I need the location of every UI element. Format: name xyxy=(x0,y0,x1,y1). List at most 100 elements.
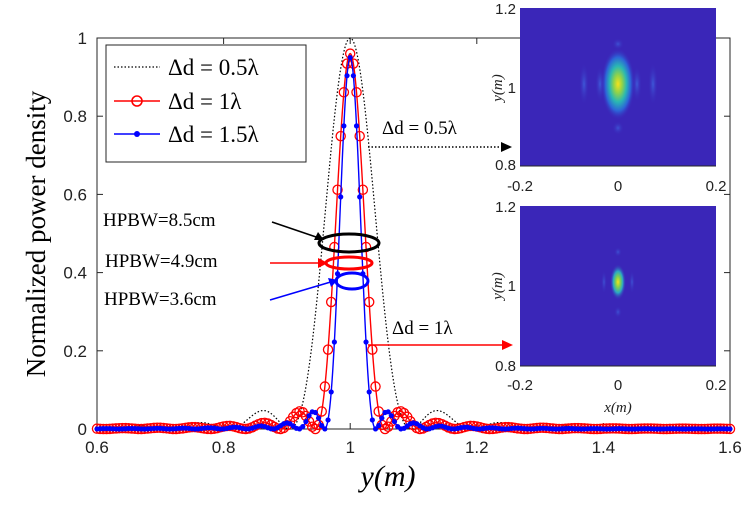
hpbw-arrow-2 xyxy=(269,280,335,301)
series-2-marker-66 xyxy=(303,418,309,425)
hpbw-arrow-0 xyxy=(271,221,323,240)
y-tick-label-4: 0.8 xyxy=(63,107,87,126)
x-tick-label-4: 1.4 xyxy=(592,438,616,457)
series-2-marker-72 xyxy=(322,426,328,432)
hpbw-label-0: HPBW=8.5cm xyxy=(103,210,216,231)
series-2-marker-90 xyxy=(379,415,385,421)
inset-top-sidelobe-left xyxy=(579,62,589,106)
inset-top-sidelobe-right xyxy=(648,62,658,106)
series-1-marker-73 xyxy=(322,344,334,355)
inset-bottom: y(m) 0.8 1 1.2 -0.2 0 0.2 x(m) xyxy=(490,199,726,416)
y-tick-label-5: 1 xyxy=(78,29,87,48)
y-tick-label-0: 0 xyxy=(78,420,87,439)
inset-bottom-main-spot xyxy=(610,264,626,300)
x-tick-label-2: 1 xyxy=(345,438,354,457)
inset-bottom-sidelobe-right xyxy=(629,270,635,294)
hpbw-ellipse-0 xyxy=(317,232,381,254)
inset-top-ytick-0: 0.8 xyxy=(495,157,516,174)
series-1-marker-68 xyxy=(306,421,318,433)
series-1-marker-77 xyxy=(335,130,346,142)
series-2-marker-67 xyxy=(306,413,312,419)
series-1-marker-88 xyxy=(370,381,381,392)
inset-bottom-xtick-0: -0.2 xyxy=(507,377,533,394)
series-1-marker-84 xyxy=(357,184,369,195)
hpbw-annotations: HPBW=8.5cm HPBW=4.9cm HPBW=3.6cm xyxy=(103,210,381,310)
inset-top-xtick-1: 0 xyxy=(614,178,622,195)
series-2-marker-69 xyxy=(312,409,318,416)
inset-bottom-xlabel: x(m) xyxy=(603,400,631,416)
series-2-marker-94 xyxy=(391,418,398,425)
series-2-marker-78 xyxy=(341,123,347,129)
x-tick-label-3: 1.2 xyxy=(465,438,489,457)
series-2-marker-75 xyxy=(331,339,337,345)
series-2-marker-74 xyxy=(328,389,334,395)
series-2-marker-77 xyxy=(338,194,344,200)
hpbw-label-1: HPBW=4.9cm xyxy=(105,251,218,272)
inset-pointers: Δd = 0.5λ Δd = 1λ xyxy=(368,118,513,350)
legend: Δd = 0.5λ Δd = 1λ Δd = 1.5λ xyxy=(105,44,307,163)
series-1-marker-92 xyxy=(382,421,394,433)
legend-label-0: Δd = 0.5λ xyxy=(168,55,260,80)
series-1-marker-78 xyxy=(338,87,350,98)
y-tick-label-2: 0.4 xyxy=(63,264,87,283)
hpbw-ellipse-1 xyxy=(324,255,374,271)
series-2-marker-80 xyxy=(347,54,353,61)
legend-marker-1 xyxy=(131,95,143,107)
y-axis-ticks: 0 0.2 0.4 0.6 0.8 1 xyxy=(63,29,730,439)
inset-top-sidelobe-up xyxy=(612,38,624,50)
inset-bottom-sidelobe-down xyxy=(614,306,622,318)
series-1-marker-76 xyxy=(332,184,343,195)
series-2-marker-93 xyxy=(388,413,394,419)
series-2-marker-79 xyxy=(344,73,350,79)
inset-pointer-arrowhead-1 xyxy=(502,340,513,350)
inset-top-ytick-1: 1 xyxy=(508,80,516,97)
hpbw-label-2: HPBW=3.6cm xyxy=(104,289,217,310)
inset-pointer-label-1: Δd = 1λ xyxy=(392,318,453,339)
inset-top-sidelobe-down xyxy=(612,121,624,135)
series-2-marker-82 xyxy=(353,123,360,129)
legend-label-2: Δd = 1.5λ xyxy=(168,122,260,147)
inset-bottom-ylabel: y(m) xyxy=(490,272,506,301)
series-2-marker-65 xyxy=(300,424,306,430)
hpbw-arrowhead-1 xyxy=(318,258,328,268)
x-axis-label: y(m) xyxy=(358,460,416,493)
series-1-marker-83 xyxy=(354,130,365,142)
x-tick-label-5: 1.6 xyxy=(718,438,742,457)
inset-top-xtick-2: 0.2 xyxy=(706,178,727,195)
inset-bottom-ytick-2: 1.2 xyxy=(495,199,516,216)
y-tick-label-3: 0.6 xyxy=(63,185,87,204)
hpbw-ellipse-2 xyxy=(334,271,370,291)
x-tick-label-1: 0.8 xyxy=(212,438,236,457)
series-1-marker-91 xyxy=(379,423,391,435)
series-2-marker-85 xyxy=(363,339,369,345)
series-2-marker-86 xyxy=(366,389,372,395)
series-2-marker-88 xyxy=(372,426,379,432)
series-2-marker-83 xyxy=(357,194,363,200)
inset-bottom-sidelobe-up xyxy=(614,247,622,257)
inset-bottom-xtick-2: 0.2 xyxy=(706,377,727,394)
series-1-marker-97 xyxy=(398,407,410,419)
series-2-marker-200 xyxy=(727,426,733,432)
inset-top-ylabel: y(m) xyxy=(490,74,506,103)
inset-bottom-sidelobe-left xyxy=(601,270,607,294)
legend-box xyxy=(105,44,307,163)
inset-top-sidelobe-right2 xyxy=(632,66,642,102)
series-2-marker-71 xyxy=(319,423,325,429)
series-2-marker-89 xyxy=(376,423,382,429)
inset-bottom-ytick-0: 0.8 xyxy=(495,358,516,375)
legend-marker-2 xyxy=(134,131,140,137)
inset-pointer-label-0: Δd = 0.5λ xyxy=(382,118,458,139)
y-tick-label-1: 0.2 xyxy=(63,342,87,361)
y-axis-label: Normalized power density xyxy=(21,90,51,377)
series-layer xyxy=(91,37,736,435)
series-1-marker-82 xyxy=(351,87,362,98)
series-2-marker-81 xyxy=(350,73,356,79)
series-2-marker-92 xyxy=(385,409,391,415)
series-2-marker-87 xyxy=(369,417,375,423)
inset-bottom-ytick-1: 1 xyxy=(508,278,516,295)
legend-label-1: Δd = 1λ xyxy=(168,89,242,114)
series-1-marker-72 xyxy=(319,381,331,392)
series-1-marker-62 xyxy=(287,411,299,423)
inset-bottom-xtick-1: 0 xyxy=(614,377,622,394)
inset-top-main-spot xyxy=(601,48,635,120)
